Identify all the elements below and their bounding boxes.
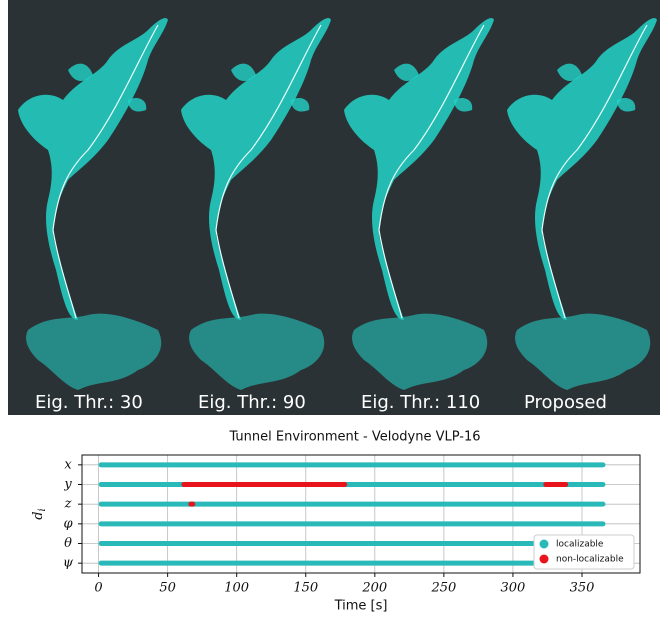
x-tick-label: 250 [430, 581, 456, 596]
legend-label: localizable [556, 540, 604, 550]
legend-label: non-localizable [556, 555, 624, 565]
legend-marker [540, 555, 549, 564]
chart-title: Tunnel Environment - Velodyne VLP-16 [228, 430, 480, 445]
interval [99, 462, 606, 467]
x-tick-label: 100 [224, 581, 249, 596]
interval [99, 482, 606, 487]
y-label-main: d [31, 511, 46, 519]
y-tick-label: z [64, 497, 72, 512]
interval [99, 541, 606, 546]
x-tick-label: 50 [159, 581, 176, 596]
x-tick-label: 150 [293, 581, 318, 596]
interval [99, 521, 606, 526]
x-axis-label: Time [s] [334, 599, 388, 614]
panel-label: Eig. Thr.: 30 [35, 392, 143, 413]
y-tick-label: θ [64, 536, 72, 551]
panel-label: Eig. Thr.: 110 [361, 392, 480, 413]
interval [543, 482, 568, 487]
x-tick-label: 0 [94, 581, 102, 596]
x-tick-label: 200 [361, 581, 387, 596]
x-tick-label: 350 [570, 581, 595, 596]
y-axis-label: di [31, 508, 48, 520]
panel-label: Proposed [524, 392, 607, 413]
panel-label: Eig. Thr.: 90 [198, 392, 306, 413]
interval [99, 502, 606, 507]
interval [188, 502, 195, 507]
y-label-sub: i [37, 508, 48, 511]
y-tick-label: ψ [63, 556, 74, 571]
figure: Eig. Thr.: 30 Eig. Thr.: 90 Eig. Thr.: 110… [0, 0, 662, 616]
y-tick-label: φ [63, 516, 73, 531]
y-tick-label: y [63, 477, 72, 492]
interval [99, 561, 606, 566]
legend-marker [540, 540, 549, 549]
interval [181, 482, 347, 487]
y-tick-label: x [64, 457, 72, 472]
x-tick-label: 300 [501, 581, 526, 596]
